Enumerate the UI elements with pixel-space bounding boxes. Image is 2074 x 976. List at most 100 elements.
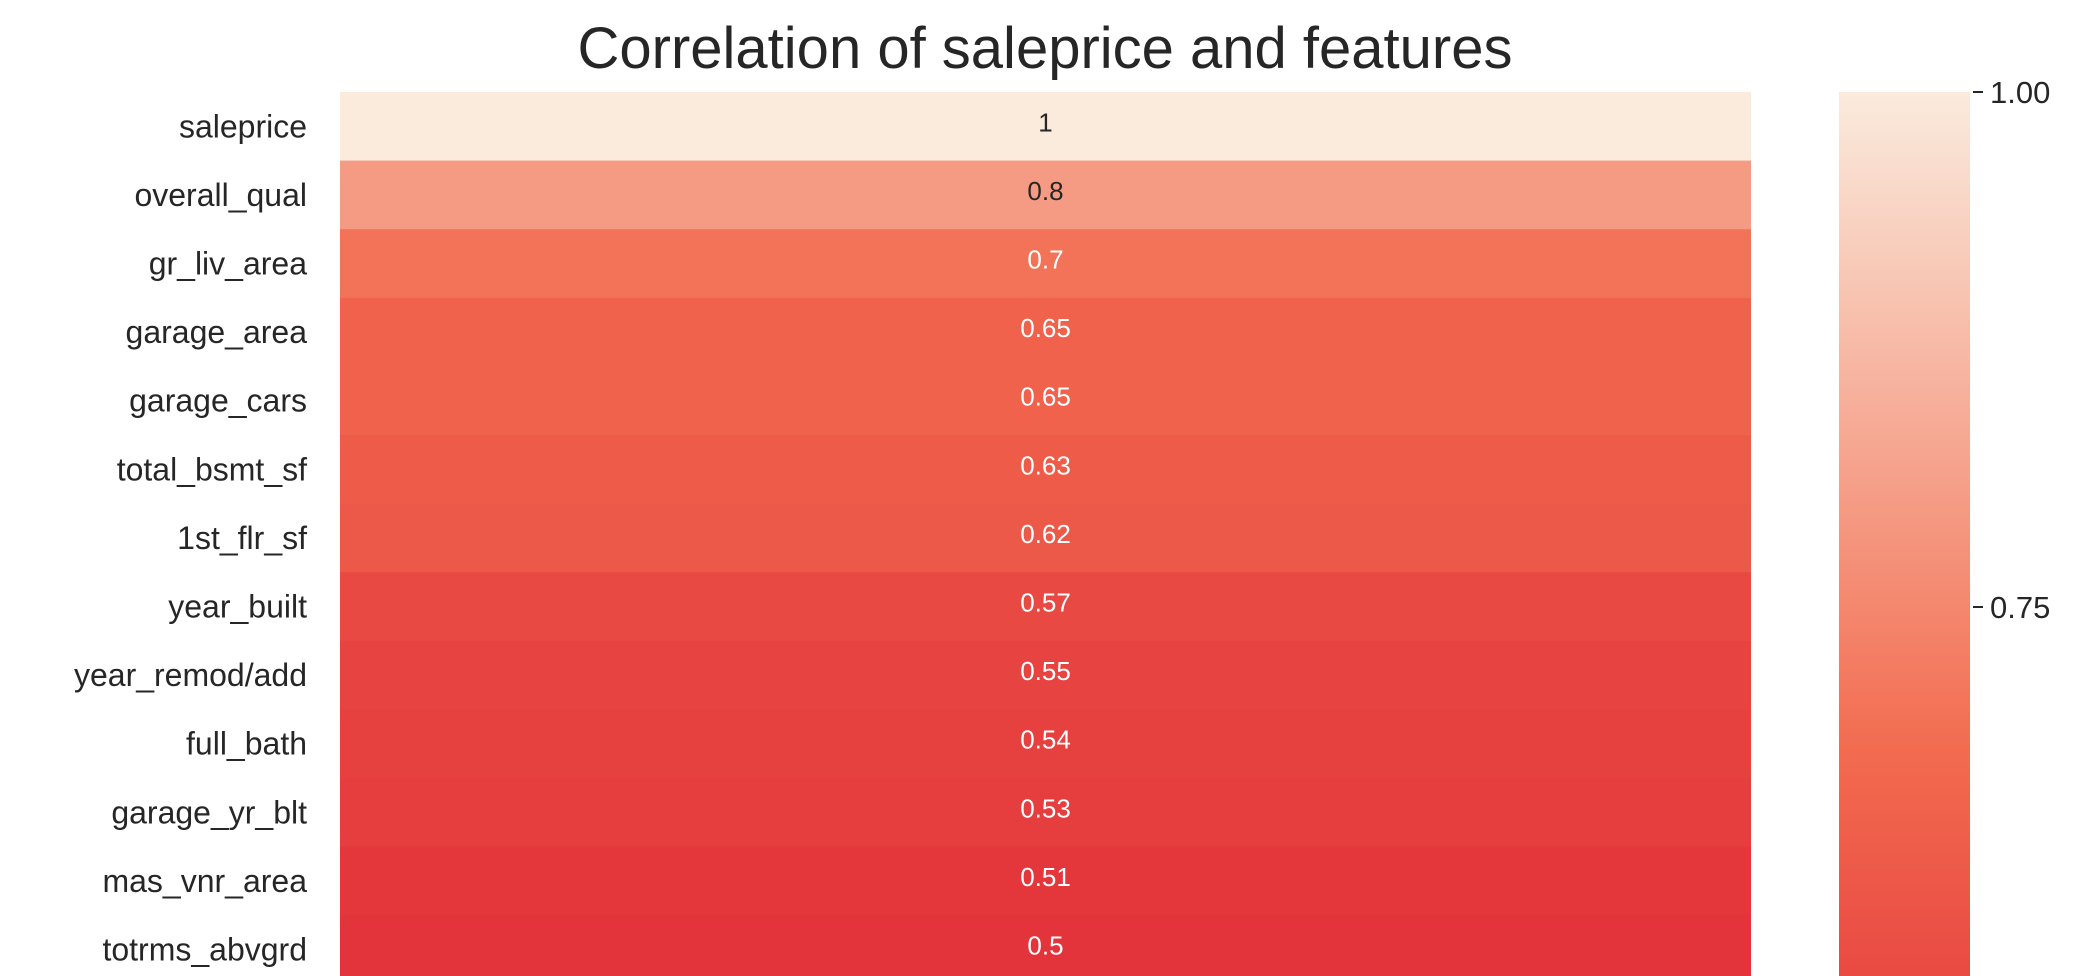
colorbar-segment bbox=[1839, 880, 1970, 883]
colorbar-segment bbox=[1839, 146, 1970, 149]
row-label: 1st_flr_sf bbox=[177, 520, 307, 556]
colorbar-segment bbox=[1839, 456, 1970, 459]
colorbar-segment bbox=[1839, 174, 1970, 177]
colorbar-segment bbox=[1839, 788, 1970, 791]
colorbar-segment bbox=[1839, 316, 1970, 319]
colorbar-segment bbox=[1839, 626, 1970, 629]
heatmap-cell bbox=[340, 297, 1751, 367]
row-label: garage_cars bbox=[129, 383, 307, 419]
colorbar-segment bbox=[1839, 326, 1970, 329]
colorbar-segment bbox=[1839, 282, 1970, 285]
colorbar-segment bbox=[1839, 506, 1970, 509]
colorbar-segment bbox=[1839, 820, 1970, 823]
colorbar-segment bbox=[1839, 408, 1970, 411]
colorbar-segment bbox=[1839, 878, 1970, 881]
colorbar-segment bbox=[1839, 136, 1970, 139]
cell-value-label: 0.5 bbox=[1027, 931, 1063, 961]
colorbar-segment bbox=[1839, 298, 1970, 301]
colorbar-segment bbox=[1839, 914, 1970, 917]
colorbar-segment bbox=[1839, 694, 1970, 697]
colorbar-segment bbox=[1839, 448, 1970, 451]
colorbar-segment bbox=[1839, 380, 1970, 383]
colorbar-segment bbox=[1839, 122, 1970, 125]
colorbar-segment bbox=[1839, 528, 1970, 531]
heatmap-cell bbox=[340, 915, 1751, 976]
heatmap-cell bbox=[340, 503, 1751, 573]
colorbar-segment bbox=[1839, 432, 1970, 435]
colorbar-segment bbox=[1839, 772, 1970, 775]
colorbar-segment bbox=[1839, 114, 1970, 117]
colorbar-segment bbox=[1839, 830, 1970, 833]
colorbar-segment bbox=[1839, 386, 1970, 389]
colorbar-segment bbox=[1839, 924, 1970, 927]
colorbar-segment bbox=[1839, 938, 1970, 941]
colorbar-segment bbox=[1839, 606, 1970, 609]
colorbar-segment bbox=[1839, 804, 1970, 807]
colorbar-segment bbox=[1839, 934, 1970, 937]
colorbar-segment bbox=[1839, 894, 1970, 897]
colorbar-segment bbox=[1839, 522, 1970, 525]
colorbar-segment bbox=[1839, 768, 1970, 771]
colorbar-segment bbox=[1839, 746, 1970, 749]
colorbar-segment bbox=[1839, 370, 1970, 373]
colorbar-segment bbox=[1839, 154, 1970, 157]
colorbar-segment bbox=[1839, 702, 1970, 705]
colorbar-segment bbox=[1839, 290, 1970, 293]
colorbar-segment bbox=[1839, 590, 1970, 593]
colorbar-segment bbox=[1839, 776, 1970, 779]
colorbar-segment bbox=[1839, 732, 1970, 735]
cell-value-label: 0.53 bbox=[1020, 793, 1071, 823]
colorbar-segment bbox=[1839, 110, 1970, 113]
colorbar-segment bbox=[1839, 204, 1970, 207]
colorbar-segment bbox=[1839, 678, 1970, 681]
colorbar-segment bbox=[1839, 736, 1970, 739]
colorbar-segment bbox=[1839, 152, 1970, 155]
colorbar-segment bbox=[1839, 258, 1970, 261]
colorbar-segment bbox=[1839, 842, 1970, 845]
colorbar-segment bbox=[1839, 232, 1970, 235]
colorbar-segment bbox=[1839, 812, 1970, 815]
colorbar-segment bbox=[1839, 748, 1970, 751]
row-labels: saleprice overall_qual gr_liv_area garage_a… bbox=[74, 108, 307, 967]
colorbar-segment bbox=[1839, 608, 1970, 611]
colorbar-segment bbox=[1839, 546, 1970, 549]
colorbar-segment bbox=[1839, 354, 1970, 357]
colorbar-segment bbox=[1839, 928, 1970, 931]
colorbar-segment bbox=[1839, 310, 1970, 313]
row-label: garage_area bbox=[126, 314, 308, 350]
colorbar-segment bbox=[1839, 652, 1970, 655]
colorbar-segment bbox=[1839, 810, 1970, 813]
colorbar-segment bbox=[1839, 396, 1970, 399]
row-label: year_built bbox=[168, 589, 307, 625]
colorbar-segment bbox=[1839, 760, 1970, 763]
colorbar-segment bbox=[1839, 780, 1970, 783]
colorbar-segment bbox=[1839, 816, 1970, 819]
cell-value-label: 0.57 bbox=[1020, 588, 1071, 618]
colorbar-segment bbox=[1839, 866, 1970, 869]
colorbar-segment bbox=[1839, 118, 1970, 121]
colorbar-segment bbox=[1839, 512, 1970, 515]
colorbar-segment bbox=[1839, 434, 1970, 437]
colorbar-segment bbox=[1839, 856, 1970, 859]
colorbar-segment bbox=[1839, 744, 1970, 747]
colorbar-segment bbox=[1839, 430, 1970, 433]
row-label: full_bath bbox=[186, 726, 307, 762]
colorbar-segment bbox=[1839, 898, 1970, 901]
colorbar-segment bbox=[1839, 690, 1970, 693]
colorbar-segment bbox=[1839, 230, 1970, 233]
colorbar-segment bbox=[1839, 470, 1970, 473]
colorbar-segment bbox=[1839, 318, 1970, 321]
heatmap-cell bbox=[340, 435, 1751, 505]
colorbar-segment bbox=[1839, 268, 1970, 271]
colorbar-segment bbox=[1839, 460, 1970, 463]
colorbar-segment bbox=[1839, 302, 1970, 305]
colorbar-segment bbox=[1839, 952, 1970, 955]
colorbar-segment bbox=[1839, 604, 1970, 607]
colorbar-segment bbox=[1839, 734, 1970, 737]
colorbar-segment bbox=[1839, 356, 1970, 359]
colorbar-segment bbox=[1839, 348, 1970, 351]
row-label: mas_vnr_area bbox=[102, 863, 307, 899]
colorbar-segment bbox=[1839, 178, 1970, 181]
cell-value-label: 1 bbox=[1038, 107, 1052, 137]
colorbar-segment bbox=[1839, 218, 1970, 221]
